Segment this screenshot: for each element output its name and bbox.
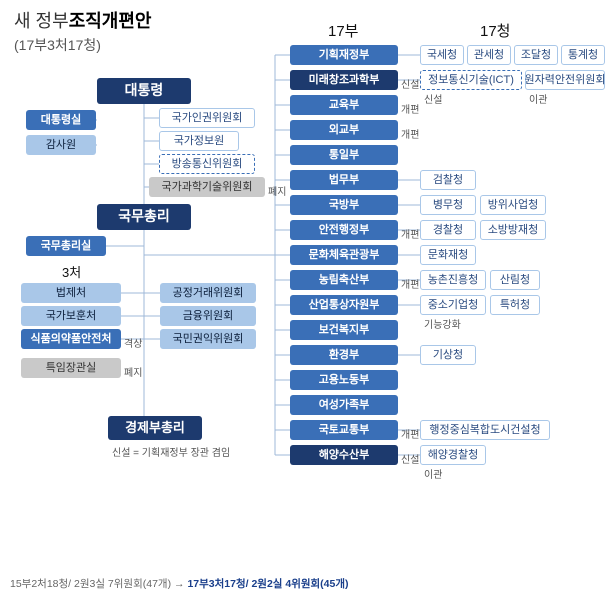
tag-bu16: 개편 (401, 426, 419, 441)
node-pmOffice: 국무총리실 (26, 236, 106, 256)
tag-specMinister: 폐지 (124, 364, 142, 379)
title-prefix: 새 정부 (14, 11, 69, 31)
node-bu12: 보건복지부 (290, 320, 398, 340)
node-c07a: 병무청 (420, 195, 476, 215)
node-nis: 국가정보원 (159, 131, 239, 151)
node-bu17: 해양수산부 (290, 445, 398, 465)
tag-bu03: 개편 (401, 101, 419, 116)
node-humanRights: 국가인권위원회 (159, 108, 255, 128)
footer-after: 17부3처17청/ 2원2실 4위원회(45개) (187, 578, 348, 590)
node-president: 대통령 (97, 78, 191, 104)
node-c11a: 중소기업청 (420, 295, 486, 315)
node-c17a: 해양경찰청 (420, 445, 486, 465)
node-bu13: 환경부 (290, 345, 398, 365)
node-bu04: 외교부 (290, 120, 398, 140)
node-bu06: 법무부 (290, 170, 398, 190)
node-bu03: 교육부 (290, 95, 398, 115)
tag-nstc: 폐지 (268, 183, 286, 198)
tag-c17a: 이관 (424, 466, 442, 481)
node-bu11: 산업통상자원부 (290, 295, 398, 315)
tag-bu17: 신설 (401, 451, 419, 466)
tag-bu10: 개편 (401, 276, 419, 291)
node-depPM: 경제부총리 (108, 416, 202, 440)
node-bu07: 국방부 (290, 195, 398, 215)
node-c08b: 소방방재청 (480, 220, 546, 240)
node-c01c: 조달청 (514, 45, 558, 65)
node-c02b: 원자력안전위원회 (525, 70, 605, 90)
header-17cheong: 17청 (480, 20, 511, 41)
node-c01d: 통계청 (561, 45, 605, 65)
chart-title: 새 정부조직개편안 (17부3처17청) (14, 10, 152, 57)
tag-bu02: 신설 (401, 76, 419, 91)
node-c16a: 행정중심복합도시건설청 (420, 420, 550, 440)
title-main: 조직개편안 (69, 11, 152, 31)
tag-c02a: 신설 (424, 91, 442, 106)
node-bu15: 여성가족부 (290, 395, 398, 415)
node-audit: 감사원 (26, 135, 96, 155)
node-acrc: 국민권익위원회 (160, 329, 256, 349)
node-bu02: 미래창조과학부 (290, 70, 398, 90)
label-3cheo: 3처 (62, 262, 81, 281)
node-bu01: 기획재정부 (290, 45, 398, 65)
node-legislation: 법제처 (21, 283, 121, 303)
node-c13a: 기상청 (420, 345, 476, 365)
node-bu14: 고용노동부 (290, 370, 398, 390)
node-c11b: 특허청 (490, 295, 540, 315)
node-c02a: 정보통신기술(ICT) (420, 70, 522, 90)
title-sub: (17부3처17청) (14, 37, 101, 53)
node-pm: 국무총리 (97, 204, 191, 230)
footer-before: 15부2처18청/ 2원3실 7위원회(47개) (10, 578, 171, 590)
node-foodDrug: 식품의약품안전처 (21, 329, 121, 349)
org-chart-canvas: 새 정부조직개편안 (17부3처17청) 17부 17청 3처 (0, 0, 610, 597)
tag-c11a: 기능강화 (424, 316, 461, 331)
tag-bu04: 개편 (401, 126, 419, 141)
node-bu09: 문화체육관광부 (290, 245, 398, 265)
tag-bu08: 개편 (401, 226, 419, 241)
footer-arrow: → (174, 578, 185, 590)
node-bu08: 안전행정부 (290, 220, 398, 240)
node-c07b: 방위사업청 (480, 195, 546, 215)
node-bu16: 국토교통부 (290, 420, 398, 440)
node-c06a: 검찰청 (420, 170, 476, 190)
node-bu10: 농림축산부 (290, 270, 398, 290)
node-kcc: 방송통신위원회 (159, 154, 255, 174)
node-ftc: 공정거래위원회 (160, 283, 256, 303)
node-bu05: 통일부 (290, 145, 398, 165)
node-c09a: 문화재청 (420, 245, 476, 265)
node-veterans: 국가보훈처 (21, 306, 121, 326)
node-specMinister: 특임장관실 (21, 358, 121, 378)
node-c08a: 경찰청 (420, 220, 476, 240)
node-presOffice: 대통령실 (26, 110, 96, 130)
node-nstc: 국가과학기술위원회 (149, 177, 265, 197)
header-17bu: 17부 (328, 20, 359, 41)
node-c01a: 국세청 (420, 45, 464, 65)
node-fsc: 금융위원회 (160, 306, 256, 326)
node-c10a: 농촌진흥청 (420, 270, 486, 290)
dep-pm-note: 신설 = 기획재정부 장관 겸임 (112, 444, 230, 459)
node-c10b: 산림청 (490, 270, 540, 290)
tag-foodDrug: 격상 (124, 335, 142, 350)
footer-text: 15부2처18청/ 2원3실 7위원회(47개) → 17부3처17청/ 2원2… (10, 576, 349, 591)
tag-c02b: 이관 (529, 91, 547, 106)
node-c01b: 관세청 (467, 45, 511, 65)
